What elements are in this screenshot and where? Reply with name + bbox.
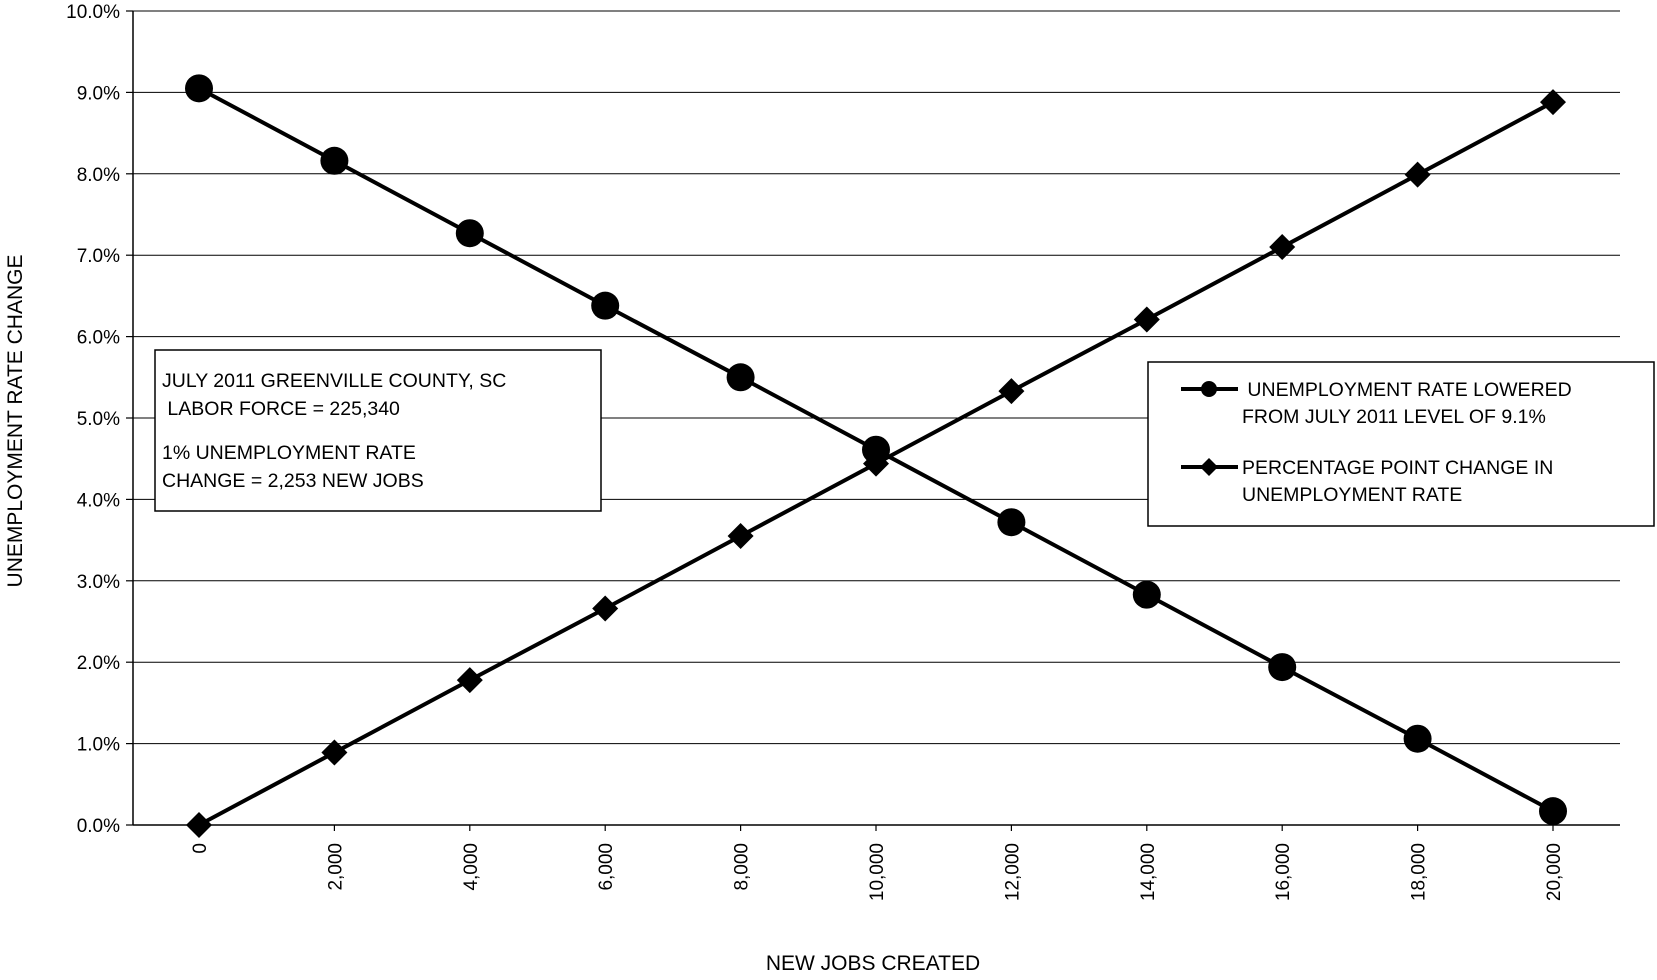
plot-area (185, 74, 1567, 838)
x-tick-label: 16,000 (1273, 843, 1294, 901)
y-tick-label: 6.0% (77, 328, 120, 349)
x-tick-label: 0 (190, 843, 211, 854)
x-axis-title: NEW JOBS CREATED (766, 952, 980, 975)
annotation-line-4: CHANGE = 2,253 NEW JOBS (162, 470, 424, 492)
y-axis-ticks: 0.0% 1.0% 2.0% 3.0% 4.0% 5.0% 6.0% 7.0% 8.0% 9.0%… (66, 2, 133, 837)
data-point-diamond (186, 812, 212, 838)
y-tick-label: 8.0% (77, 165, 120, 186)
data-point-diamond (1540, 89, 1566, 116)
y-tick-label: 1.0% (77, 735, 120, 756)
data-point-diamond (1133, 306, 1160, 333)
x-tick-label: 14,000 (1138, 843, 1159, 901)
y-tick-label: 5.0% (77, 409, 120, 430)
data-point-diamond (456, 667, 483, 694)
legend-label-2a: PERCENTAGE POINT CHANGE IN (1242, 457, 1553, 479)
x-axis-ticks: 0 2,000 4,000 6,000 8,000 10,000 12,000 14,000 1… (190, 825, 1565, 901)
legend-item-percentage-point: PERCENTAGE POINT CHANGE IN UNEMPLOYMENT … (1181, 457, 1553, 506)
annotation-line-2: LABOR FORCE = 225,340 (162, 398, 400, 420)
legend-label-2b: UNEMPLOYMENT RATE (1242, 484, 1462, 506)
x-tick-label: 6,000 (596, 843, 617, 891)
legend-circle-marker (1201, 381, 1217, 397)
data-point-diamond (998, 378, 1025, 405)
data-point-circle (1539, 797, 1567, 826)
y-tick-label: 4.0% (77, 490, 120, 511)
data-point-circle (320, 146, 349, 175)
legend: UNEMPLOYMENT RATE LOWERED FROM JULY 2011… (1147, 361, 1655, 527)
data-point-circle (1403, 724, 1432, 753)
data-point-diamond (1269, 234, 1296, 261)
y-tick-label: 3.0% (77, 572, 120, 593)
y-tick-label: 10.0% (66, 2, 120, 23)
data-point-diamond (727, 523, 754, 550)
y-tick-label: 7.0% (77, 246, 120, 267)
data-point-diamond (863, 450, 889, 477)
y-axis-title: UNEMPLOYMENT RATE CHANGE (4, 255, 27, 588)
y-tick-label: 0.0% (77, 816, 120, 837)
legend-label-1b: FROM JULY 2011 LEVEL OF 9.1% (1242, 406, 1546, 428)
data-point-diamond (321, 739, 348, 766)
annotation-line-3: 1% UNEMPLOYMENT RATE (162, 442, 416, 464)
annotation-line-1: JULY 2011 GREENVILLE COUNTY, SC (162, 370, 506, 392)
x-tick-label: 18,000 (1409, 843, 1430, 901)
x-tick-label: 4,000 (461, 843, 482, 891)
legend-item-unemployment-rate: UNEMPLOYMENT RATE LOWERED FROM JULY 2011… (1181, 379, 1572, 428)
y-tick-label: 9.0% (77, 83, 120, 104)
data-point-circle (1132, 580, 1161, 609)
data-point-diamond (1404, 161, 1431, 188)
x-tick-label: 10,000 (867, 843, 888, 901)
data-point-circle (455, 219, 484, 248)
data-point-circle (726, 363, 755, 392)
data-point-circle (862, 435, 890, 464)
y-tick-label: 2.0% (77, 653, 120, 674)
data-point-circle (591, 291, 620, 320)
data-point-circle (1268, 653, 1297, 682)
x-tick-label: 12,000 (1002, 843, 1023, 901)
legend-diamond-marker (1200, 458, 1218, 476)
x-tick-label: 8,000 (732, 843, 753, 891)
data-point-diamond (592, 595, 619, 622)
data-point-circle (997, 508, 1026, 537)
x-tick-label: 20,000 (1544, 843, 1565, 901)
data-point-circle (185, 74, 213, 103)
annotation-box: JULY 2011 GREENVILLE COUNTY, SC LABOR FO… (154, 349, 602, 512)
x-tick-label: 2,000 (325, 843, 346, 891)
legend-label-1a: UNEMPLOYMENT RATE LOWERED (1242, 379, 1572, 401)
